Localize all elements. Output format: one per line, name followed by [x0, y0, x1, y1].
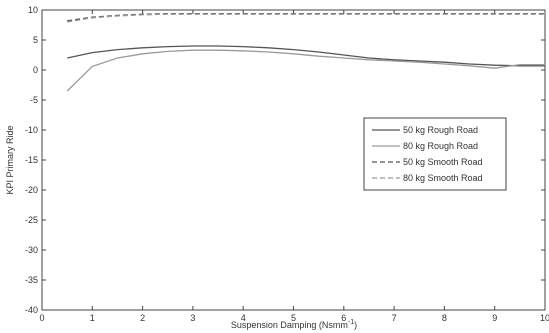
x-tick-label: 1 [90, 313, 95, 323]
x-axis-label: Suspension Damping (Nsmm-1) [231, 319, 357, 330]
y-tick-label: 0 [33, 65, 38, 75]
x-tick-label: 10 [540, 313, 549, 323]
x-tick-label: 3 [190, 313, 195, 323]
x-tick-label: 6 [341, 313, 346, 323]
axis-ticks: 0 1 2 3 4 5 6 7 8 9 10 10 5 0 -5 -10 -15 -20 -25 -30 -35 -40 [25, 5, 549, 323]
x-axis-label-superscript: -1 [348, 319, 354, 326]
legend-entry-4: 80 kg Smooth Road [403, 173, 483, 183]
x-tick-label: 5 [291, 313, 296, 323]
x-tick-label: 8 [442, 313, 447, 323]
y-tick-label: -35 [25, 275, 38, 285]
y-tick-label: -10 [25, 125, 38, 135]
series-line-4 [67, 13, 545, 23]
series-layer [66, 12, 545, 92]
x-tick-label: 9 [492, 313, 497, 323]
y-tick-label: -25 [25, 215, 38, 225]
y-tick-label: 10 [28, 5, 38, 15]
legend-entry-3: 50 kg Smooth Road [403, 157, 483, 167]
y-tick-label: -15 [25, 155, 38, 165]
x-tick-label: 2 [140, 313, 145, 323]
series-line-1 [67, 45, 545, 67]
y-tick-label: 5 [33, 35, 38, 45]
x-axis-label-main: Suspension Damping (Nsmm [231, 320, 348, 330]
x-tick-label: 4 [241, 313, 246, 323]
legend: 50 kg Rough Road 80 kg Rough Road 50 kg Sm… [363, 117, 507, 191]
y-tick-label: -20 [25, 185, 38, 195]
y-axis-label: KPI Primary Ride [5, 125, 15, 194]
legend-entry-1: 50 kg Rough Road [403, 125, 478, 135]
y-tick-label: -5 [30, 95, 38, 105]
series-line-2 [66, 49, 545, 92]
y-tick-label: -30 [25, 245, 38, 255]
y-tick-label: -40 [25, 305, 38, 315]
x-tick-label: 7 [392, 313, 397, 323]
x-axis-label-close: ) [354, 320, 357, 330]
legend-entry-2: 80 kg Rough Road [403, 141, 478, 151]
x-tick-label: 0 [39, 313, 44, 323]
